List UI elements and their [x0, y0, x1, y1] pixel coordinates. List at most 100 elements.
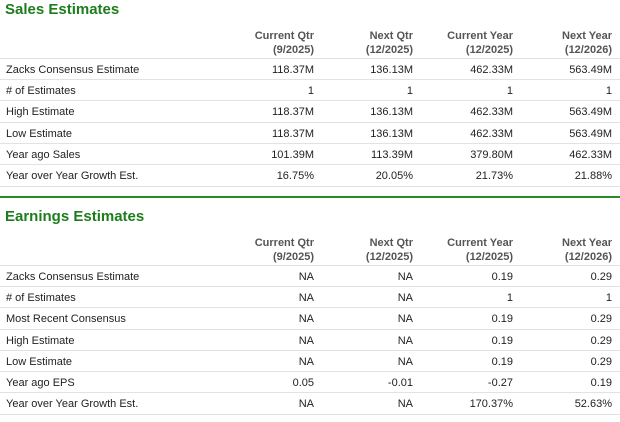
column-header: Current Year (12/2025)	[403, 29, 513, 57]
cell-value: 1	[506, 292, 513, 305]
cell-value: 1	[406, 85, 413, 98]
cell-value: 118.37M	[272, 106, 314, 119]
row-label: High Estimate	[6, 106, 75, 119]
header-period: (9/2025)	[273, 44, 314, 56]
column-header: Next Qtr (12/2025)	[303, 236, 413, 264]
cell-value: NA	[298, 271, 314, 283]
row-label: High Estimate	[6, 334, 75, 347]
row-label: Low Estimate	[6, 127, 73, 140]
cell-value: -0.27	[487, 377, 513, 389]
row-label: Year ago EPS	[6, 377, 75, 389]
cell-value: NA	[298, 355, 314, 368]
row-label: Most Recent Consensus	[6, 313, 126, 326]
section-title: Sales Estimates	[5, 1, 120, 18]
cell-value: 136.13M	[370, 106, 413, 119]
column-header: Current Year (12/2025)	[403, 236, 513, 264]
cell-value: 563.49M	[569, 127, 612, 140]
table-row: Zacks Consensus Estimate NA NA 0.19 0.29	[0, 265, 620, 287]
header-period: (12/2025)	[465, 44, 513, 56]
row-label: # of Estimates	[6, 292, 76, 305]
cell-value: -0.01	[387, 377, 413, 389]
cell-value: 563.49M	[569, 106, 612, 119]
cell-value: 21.88%	[574, 170, 612, 182]
cell-value: NA	[397, 271, 413, 283]
cell-value: 1	[605, 85, 612, 98]
row-label: Zacks Consensus Estimate	[6, 64, 140, 76]
cell-value: NA	[397, 334, 413, 347]
header-period: (12/2025)	[465, 251, 513, 263]
cell-value: 462.33M	[470, 106, 513, 119]
cell-value: 170.37%	[469, 398, 513, 411]
cell-value: 118.37M	[272, 127, 314, 140]
table-row: High Estimate 118.37M 136.13M 462.33M 563.49…	[0, 100, 620, 122]
cell-value: 462.33M	[569, 148, 612, 161]
cell-value: 101.39M	[271, 148, 314, 161]
cell-value: NA	[298, 292, 314, 305]
cell-value: 0.29	[590, 355, 612, 368]
cell-value: NA	[397, 292, 413, 305]
row-label: Year over Year Growth Est.	[6, 398, 139, 411]
cell-value: NA	[298, 398, 314, 411]
cell-value: 0.19	[491, 355, 513, 368]
cell-value: 113.39M	[371, 148, 413, 161]
cell-value: 379.80M	[470, 148, 513, 161]
column-header: Current Qtr (9/2025)	[204, 29, 314, 57]
table-row: Low Estimate 118.37M 136.13M 462.33M 563.49M	[0, 121, 620, 144]
header-name: Next Year	[562, 237, 612, 249]
cell-value: NA	[298, 334, 314, 347]
table-row: Zacks Consensus Estimate 118.37M 136.13M 46…	[0, 58, 620, 80]
column-header: Next Year (12/2026)	[502, 236, 612, 264]
header-name: Current Qtr	[254, 237, 314, 249]
cell-value: NA	[397, 398, 413, 411]
table-row: Low Estimate NA NA 0.19 0.29	[0, 349, 620, 372]
cell-value: 563.49M	[569, 64, 612, 76]
cell-value: 52.63%	[574, 398, 612, 411]
header-name: Next Qtr	[369, 30, 413, 42]
cell-value: NA	[397, 355, 413, 368]
column-header: Next Qtr (12/2025)	[303, 29, 413, 57]
column-header: Current Qtr (9/2025)	[204, 236, 314, 264]
row-label: # of Estimates	[6, 85, 76, 98]
row-label: Year over Year Growth Est.	[6, 170, 139, 182]
cell-value: NA	[298, 313, 314, 326]
cell-value: 1	[307, 85, 314, 98]
section-divider	[0, 196, 620, 198]
table-row: Year over Year Growth Est. NA NA 170.37% 52.…	[0, 392, 620, 416]
cell-value: 0.19	[491, 271, 513, 283]
cell-value: 0.19	[491, 313, 513, 326]
cell-value: NA	[397, 313, 413, 326]
table-row: # of Estimates 1 1 1 1	[0, 79, 620, 101]
header-name: Current Qtr	[254, 30, 314, 42]
row-label: Year ago Sales	[6, 148, 81, 161]
cell-value: 20.05%	[375, 170, 413, 182]
cell-value: 136.13M	[370, 64, 413, 76]
header-period: (12/2026)	[564, 251, 612, 263]
cell-value: 21.73%	[475, 170, 513, 182]
table-row: # of Estimates NA NA 1 1	[0, 286, 620, 308]
cell-value: 0.19	[491, 334, 513, 347]
table-row: Year ago Sales 101.39M 113.39M 379.80M 462.3…	[0, 142, 620, 165]
table-row: High Estimate NA NA 0.19 0.29	[0, 328, 620, 351]
header-period: (12/2025)	[365, 251, 413, 263]
cell-value: 0.29	[590, 271, 612, 283]
cell-value: 0.19	[590, 377, 612, 389]
row-label: Low Estimate	[6, 355, 73, 368]
cell-value: 1	[506, 85, 513, 98]
cell-value: 0.05	[292, 377, 314, 389]
header-period: (9/2025)	[273, 251, 314, 263]
cell-value: 118.37M	[272, 64, 314, 76]
table-row: Year over Year Growth Est. 16.75% 20.05% 21…	[0, 164, 620, 187]
row-label: Zacks Consensus Estimate	[6, 271, 140, 283]
header-period: (12/2025)	[365, 44, 413, 56]
header-name: Next Year	[562, 30, 612, 42]
cell-value: 0.29	[590, 334, 612, 347]
header-name: Current Year	[447, 237, 513, 249]
cell-value: 462.33M	[470, 127, 513, 140]
header-name: Current Year	[447, 30, 513, 42]
cell-value: 136.13M	[370, 127, 413, 140]
header-name: Next Qtr	[369, 237, 413, 249]
section-title: Earnings Estimates	[5, 208, 145, 225]
column-header: Next Year (12/2026)	[502, 29, 612, 57]
cell-value: 462.33M	[470, 64, 513, 76]
